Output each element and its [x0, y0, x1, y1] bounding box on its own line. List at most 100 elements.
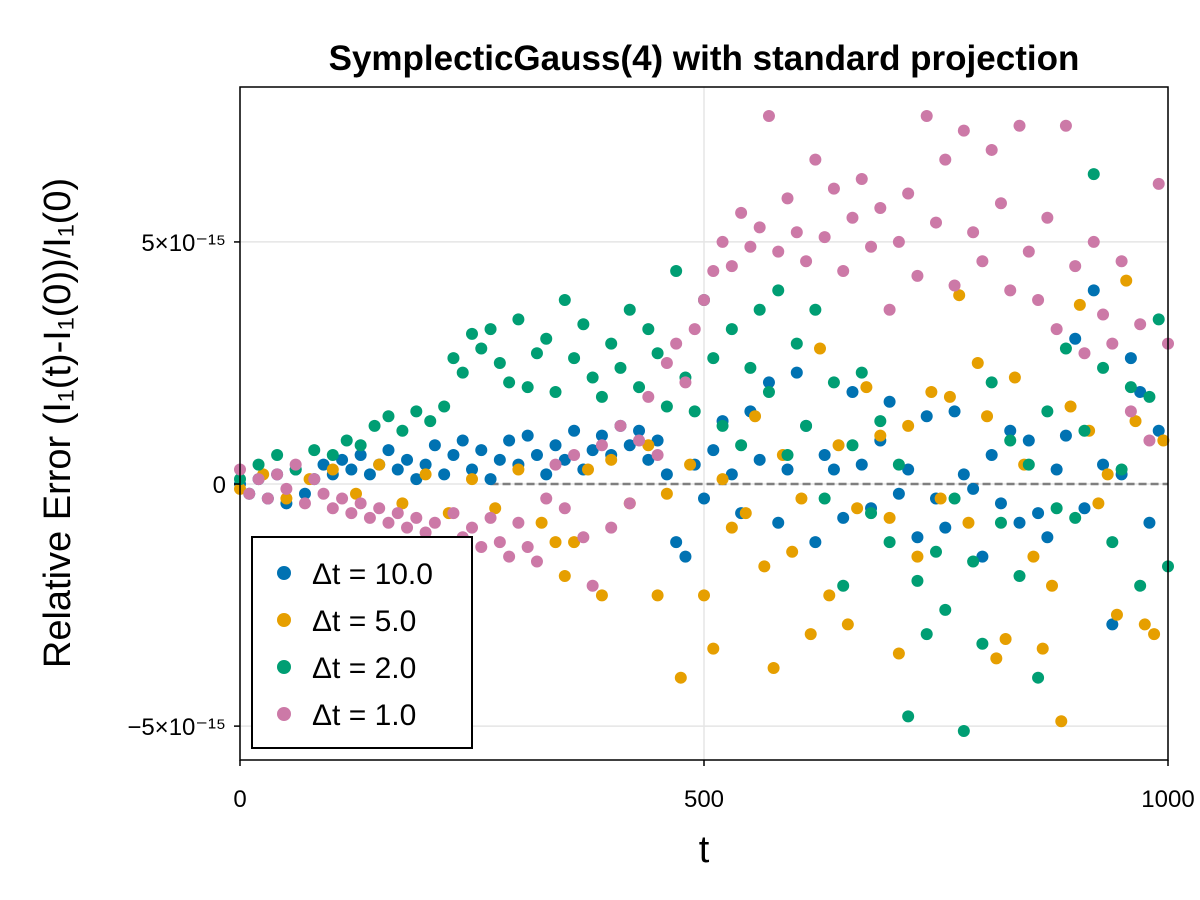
data-point [1059, 119, 1072, 132]
data-point [827, 463, 840, 476]
data-point [758, 560, 771, 573]
data-point [684, 458, 697, 471]
data-point [823, 589, 836, 602]
data-point [595, 439, 608, 452]
data-point [595, 589, 608, 602]
data-point [493, 356, 506, 369]
data-point [1124, 352, 1137, 365]
data-point [855, 172, 868, 185]
legend-marker [277, 566, 291, 580]
data-point [549, 458, 562, 471]
data-point [308, 444, 321, 457]
data-point [382, 444, 395, 457]
data-point [512, 313, 525, 326]
data-point [670, 264, 683, 277]
data-point [1069, 332, 1082, 345]
data-point [530, 448, 543, 461]
data-point [1073, 298, 1086, 311]
data-point [762, 376, 775, 389]
data-point [865, 507, 878, 520]
data-point [493, 453, 506, 466]
data-point [503, 434, 516, 447]
data-point [466, 473, 478, 486]
y-axis-ticks: −5×10⁻¹⁵ 0 5×10⁻¹⁵ [127, 230, 240, 741]
data-point [1143, 516, 1156, 529]
data-point [243, 487, 256, 500]
data-point [855, 458, 868, 471]
data-point [725, 521, 738, 534]
legend-label: Δt = 10.0 [312, 558, 433, 591]
y-tick-label-0: −5×10⁻¹⁵ [127, 714, 226, 741]
data-point [651, 347, 664, 360]
data-point [447, 352, 460, 365]
data-point [967, 482, 980, 495]
data-point [424, 415, 437, 428]
data-point [447, 507, 460, 520]
data-point [902, 463, 915, 476]
data-point [930, 545, 942, 558]
data-point [985, 448, 998, 461]
data-point [530, 347, 543, 360]
data-point [1097, 308, 1110, 321]
data-point [396, 497, 409, 510]
chart-title: SymplecticGauss(4) with standard project… [329, 39, 1080, 78]
data-point [1050, 323, 1063, 336]
legend-item-2: Δt = 2.0 [277, 652, 416, 685]
data-point [456, 366, 469, 379]
data-point [981, 410, 994, 423]
data-point [920, 628, 933, 641]
data-point [489, 502, 502, 515]
data-point [670, 337, 683, 350]
data-point [1092, 497, 1105, 510]
data-point [252, 458, 265, 471]
data-point [540, 468, 553, 481]
data-point [1050, 463, 1063, 476]
data-point [1013, 516, 1026, 529]
data-point [577, 531, 590, 544]
data-point [530, 555, 543, 568]
data-point [902, 710, 915, 723]
series-1 [234, 274, 1170, 728]
data-point [350, 487, 362, 500]
data-point [976, 637, 989, 650]
data-point [623, 497, 636, 510]
data-point [447, 448, 460, 461]
data-point [846, 211, 859, 224]
data-point [786, 545, 799, 558]
x-axis-ticks: 0 500 1000 [233, 760, 1195, 813]
data-point [994, 197, 1007, 210]
legend-marker [277, 707, 291, 721]
data-point [577, 318, 590, 331]
data-point [865, 240, 878, 253]
y-axis-label: Relative Error (I₁(t)-I₁(0))/I₁(0) [37, 178, 79, 668]
data-point [521, 381, 534, 394]
data-point [540, 492, 553, 505]
data-point [744, 240, 757, 253]
data-point [957, 468, 970, 481]
data-point [883, 303, 896, 316]
data-point [1041, 531, 1054, 544]
legend-item-3: Δt = 1.0 [277, 699, 416, 732]
data-point [1106, 536, 1119, 549]
data-point [911, 531, 924, 544]
data-point [735, 206, 748, 219]
data-point [939, 603, 952, 616]
data-point [781, 448, 794, 461]
data-point [795, 492, 808, 505]
data-point [345, 507, 358, 520]
data-point [1097, 361, 1110, 374]
data-point [679, 376, 692, 389]
data-point [633, 424, 646, 437]
data-point [1064, 400, 1077, 413]
data-point [373, 458, 386, 471]
data-point [651, 589, 664, 602]
data-point [401, 521, 414, 534]
legend-label: Δt = 5.0 [312, 605, 416, 638]
data-point [540, 332, 553, 345]
data-point [846, 386, 859, 399]
legend-marker [277, 613, 291, 627]
data-point [642, 453, 655, 466]
data-point [586, 579, 599, 592]
data-point [990, 652, 1003, 665]
data-point [271, 468, 284, 481]
